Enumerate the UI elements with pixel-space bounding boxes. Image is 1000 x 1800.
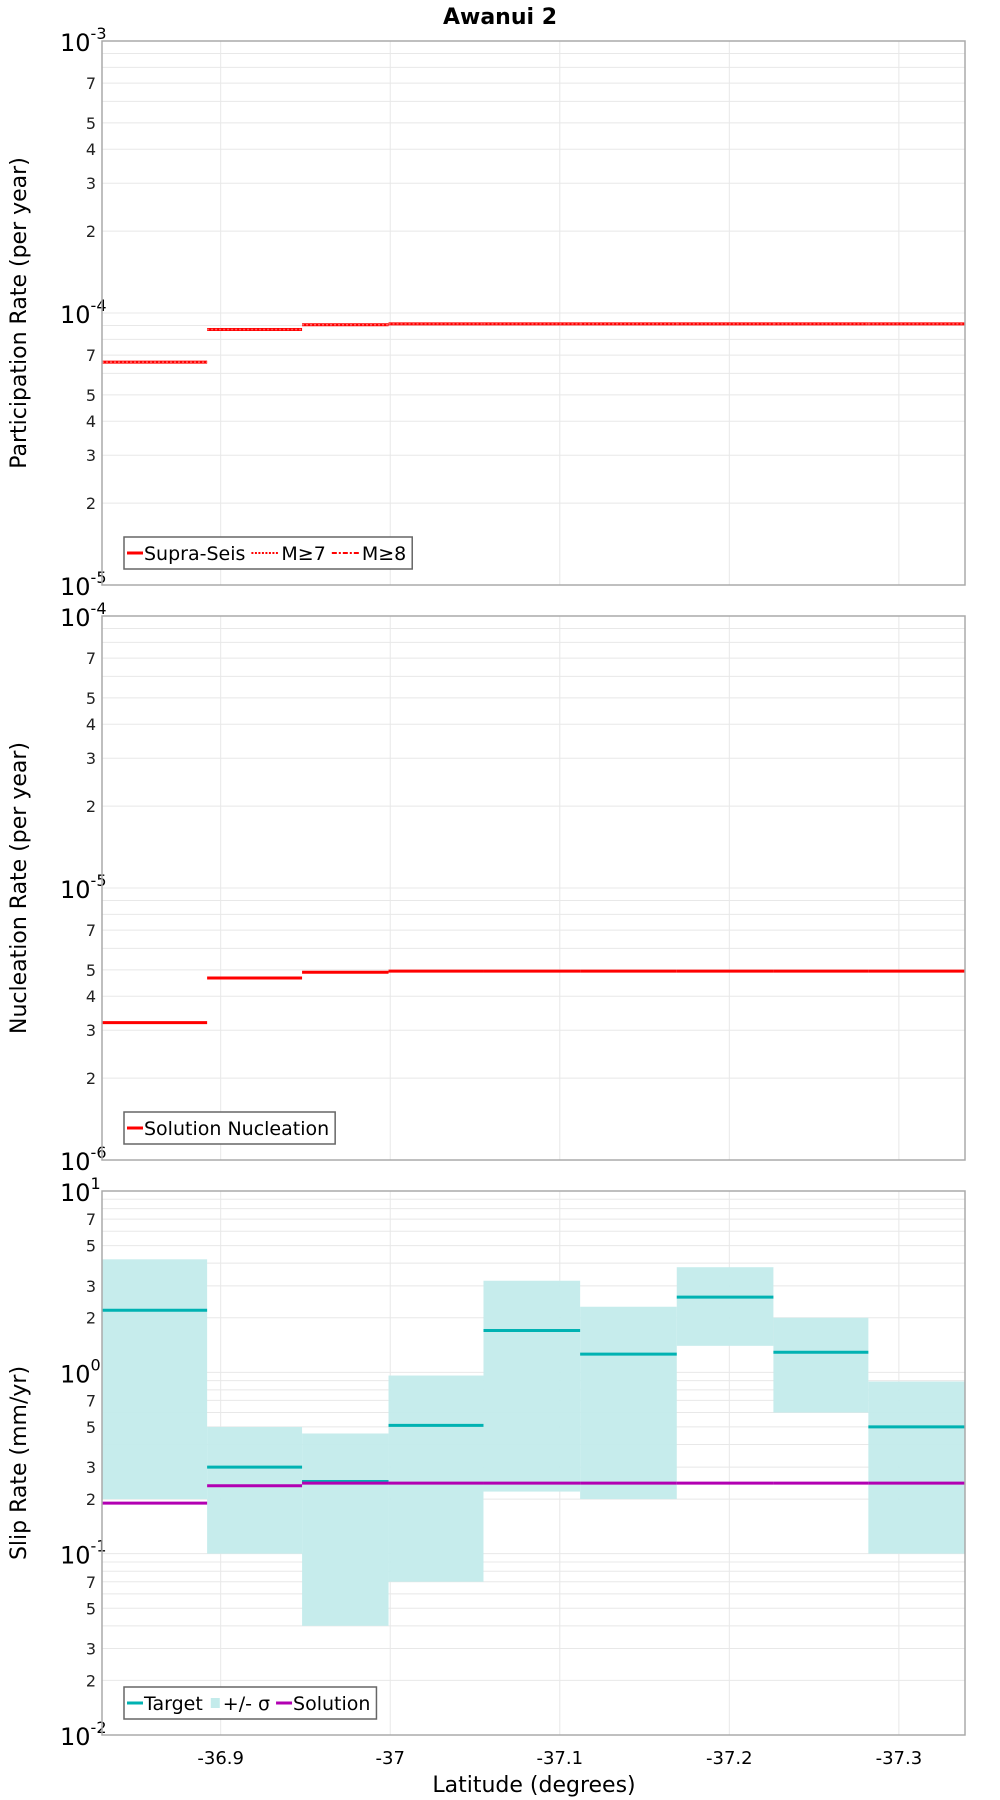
y-major-tick-label: 10-1 — [60, 1537, 107, 1570]
y-tick-label: 5 — [86, 1237, 96, 1256]
y-tick-label: 5 — [86, 1418, 96, 1437]
x-tick-label: -36.9 — [197, 1748, 244, 1769]
plot-frame — [101, 40, 966, 586]
y-major-tick-label: 10-3 — [60, 24, 107, 57]
y-tick-label: 2 — [86, 1309, 96, 1328]
x-tick-label: -37.2 — [706, 1748, 753, 1769]
chart-title: Awanui 2 — [443, 5, 557, 30]
legend-box — [123, 536, 413, 570]
plot-frame — [101, 615, 966, 1161]
legend-swatch — [210, 1698, 220, 1708]
x-axis-label: Latitude (degrees) — [432, 1773, 635, 1798]
y-tick-label: 3 — [86, 1458, 96, 1477]
sigma-band — [580, 1306, 677, 1500]
legend-label: Solution Nucleation — [144, 1118, 329, 1140]
y-tick-label: 2 — [86, 222, 96, 241]
y-tick-label: 2 — [86, 1671, 96, 1690]
slip-rate-panel: 2 3 5 7 2 3 5 7 2 3 5 7 101 100 10-1 10-2 Slip Rate (mm/… — [7, 1174, 966, 1751]
y-major-tick-label: 10-4 — [60, 599, 107, 632]
y-major-tick-label: 10-4 — [60, 296, 107, 329]
y-tick-label: 3 — [86, 1639, 96, 1658]
plot-frame — [101, 1190, 966, 1736]
y-axis-label: Participation Rate (per year) — [7, 157, 32, 469]
legend: Solution Nucleation — [123, 1111, 336, 1145]
sigma-band — [302, 1433, 389, 1626]
y-tick-label: 7 — [86, 1391, 96, 1410]
y-tick-label: 3 — [86, 174, 96, 193]
y-tick-label: 7 — [86, 1573, 96, 1592]
y-tick-label: 7 — [86, 921, 96, 940]
legend-box — [123, 1686, 378, 1720]
y-axis-label: Nucleation Rate (per year) — [7, 742, 32, 1034]
legend-label: Solution — [293, 1693, 370, 1715]
y-tick-label: 5 — [86, 114, 96, 133]
y-major-tick-label: 10-2 — [60, 1718, 107, 1751]
y-tick-label: 7 — [86, 649, 96, 668]
y-tick-label: 2 — [86, 1069, 96, 1088]
y-tick-label: 3 — [86, 749, 96, 768]
sigma-band — [388, 1375, 484, 1582]
sigma-band — [207, 1426, 303, 1554]
legend-label: Target — [143, 1693, 203, 1715]
legend-box — [123, 1111, 336, 1145]
y-tick-label: 2 — [86, 1490, 96, 1509]
y-tick-label: 7 — [86, 346, 96, 365]
y-major-tick-label: 101 — [60, 1174, 101, 1207]
y-major-tick-label: 10-5 — [60, 568, 107, 601]
x-tick-label: -37.3 — [876, 1748, 923, 1769]
y-tick-label: 2 — [86, 494, 96, 513]
x-tick-label: -37.1 — [536, 1748, 583, 1769]
y-major-tick-label: 10-5 — [60, 871, 107, 904]
sigma-band — [868, 1381, 965, 1554]
y-tick-label: 4 — [86, 140, 96, 159]
y-axis-label: Slip Rate (mm/yr) — [7, 1366, 32, 1560]
y-tick-label: 3 — [86, 446, 96, 465]
nucleation-rate-panel: 2 3 4 5 7 2 3 4 5 7 10-4 10-5 10-6 Nucleation Rate (p… — [7, 599, 966, 1176]
legend-label: Supra-Seis — [144, 543, 245, 565]
legend-label: M≥8 — [362, 543, 406, 565]
y-tick-label: 5 — [86, 689, 96, 708]
y-tick-label: 4 — [86, 987, 96, 1006]
x-tick-label: -37 — [376, 1748, 405, 1769]
y-tick-label: 3 — [86, 1277, 96, 1296]
y-major-tick-label: 100 — [60, 1355, 101, 1388]
y-tick-label: 7 — [86, 74, 96, 93]
y-tick-label: 2 — [86, 797, 96, 816]
y-tick-label: 5 — [86, 961, 96, 980]
legend-label: M≥7 — [281, 543, 325, 565]
legend-label: +/- σ — [223, 1693, 270, 1715]
y-tick-label: 4 — [86, 412, 96, 431]
sigma-band — [483, 1280, 581, 1492]
legend: Supra-Seis M≥7 M≥8 — [123, 536, 413, 570]
y-tick-label: 3 — [86, 1021, 96, 1040]
participation-rate-panel: 2 3 4 5 7 2 3 4 5 7 10-3 10-4 10-5 Participation Rate… — [7, 24, 966, 601]
sigma-band — [102, 1259, 208, 1500]
y-tick-label: 5 — [86, 386, 96, 405]
y-major-tick-label: 10-6 — [60, 1143, 107, 1176]
legend: Target +/- σ Solution — [123, 1686, 378, 1720]
y-tick-label: 7 — [86, 1210, 96, 1229]
y-tick-label: 4 — [86, 715, 96, 734]
sigma-band — [773, 1317, 869, 1413]
sigma-band — [676, 1267, 774, 1346]
x-axis-ticks: -36.9 -37 -37.1 -37.2 -37.3 — [197, 1748, 922, 1769]
y-tick-label: 5 — [86, 1599, 96, 1618]
